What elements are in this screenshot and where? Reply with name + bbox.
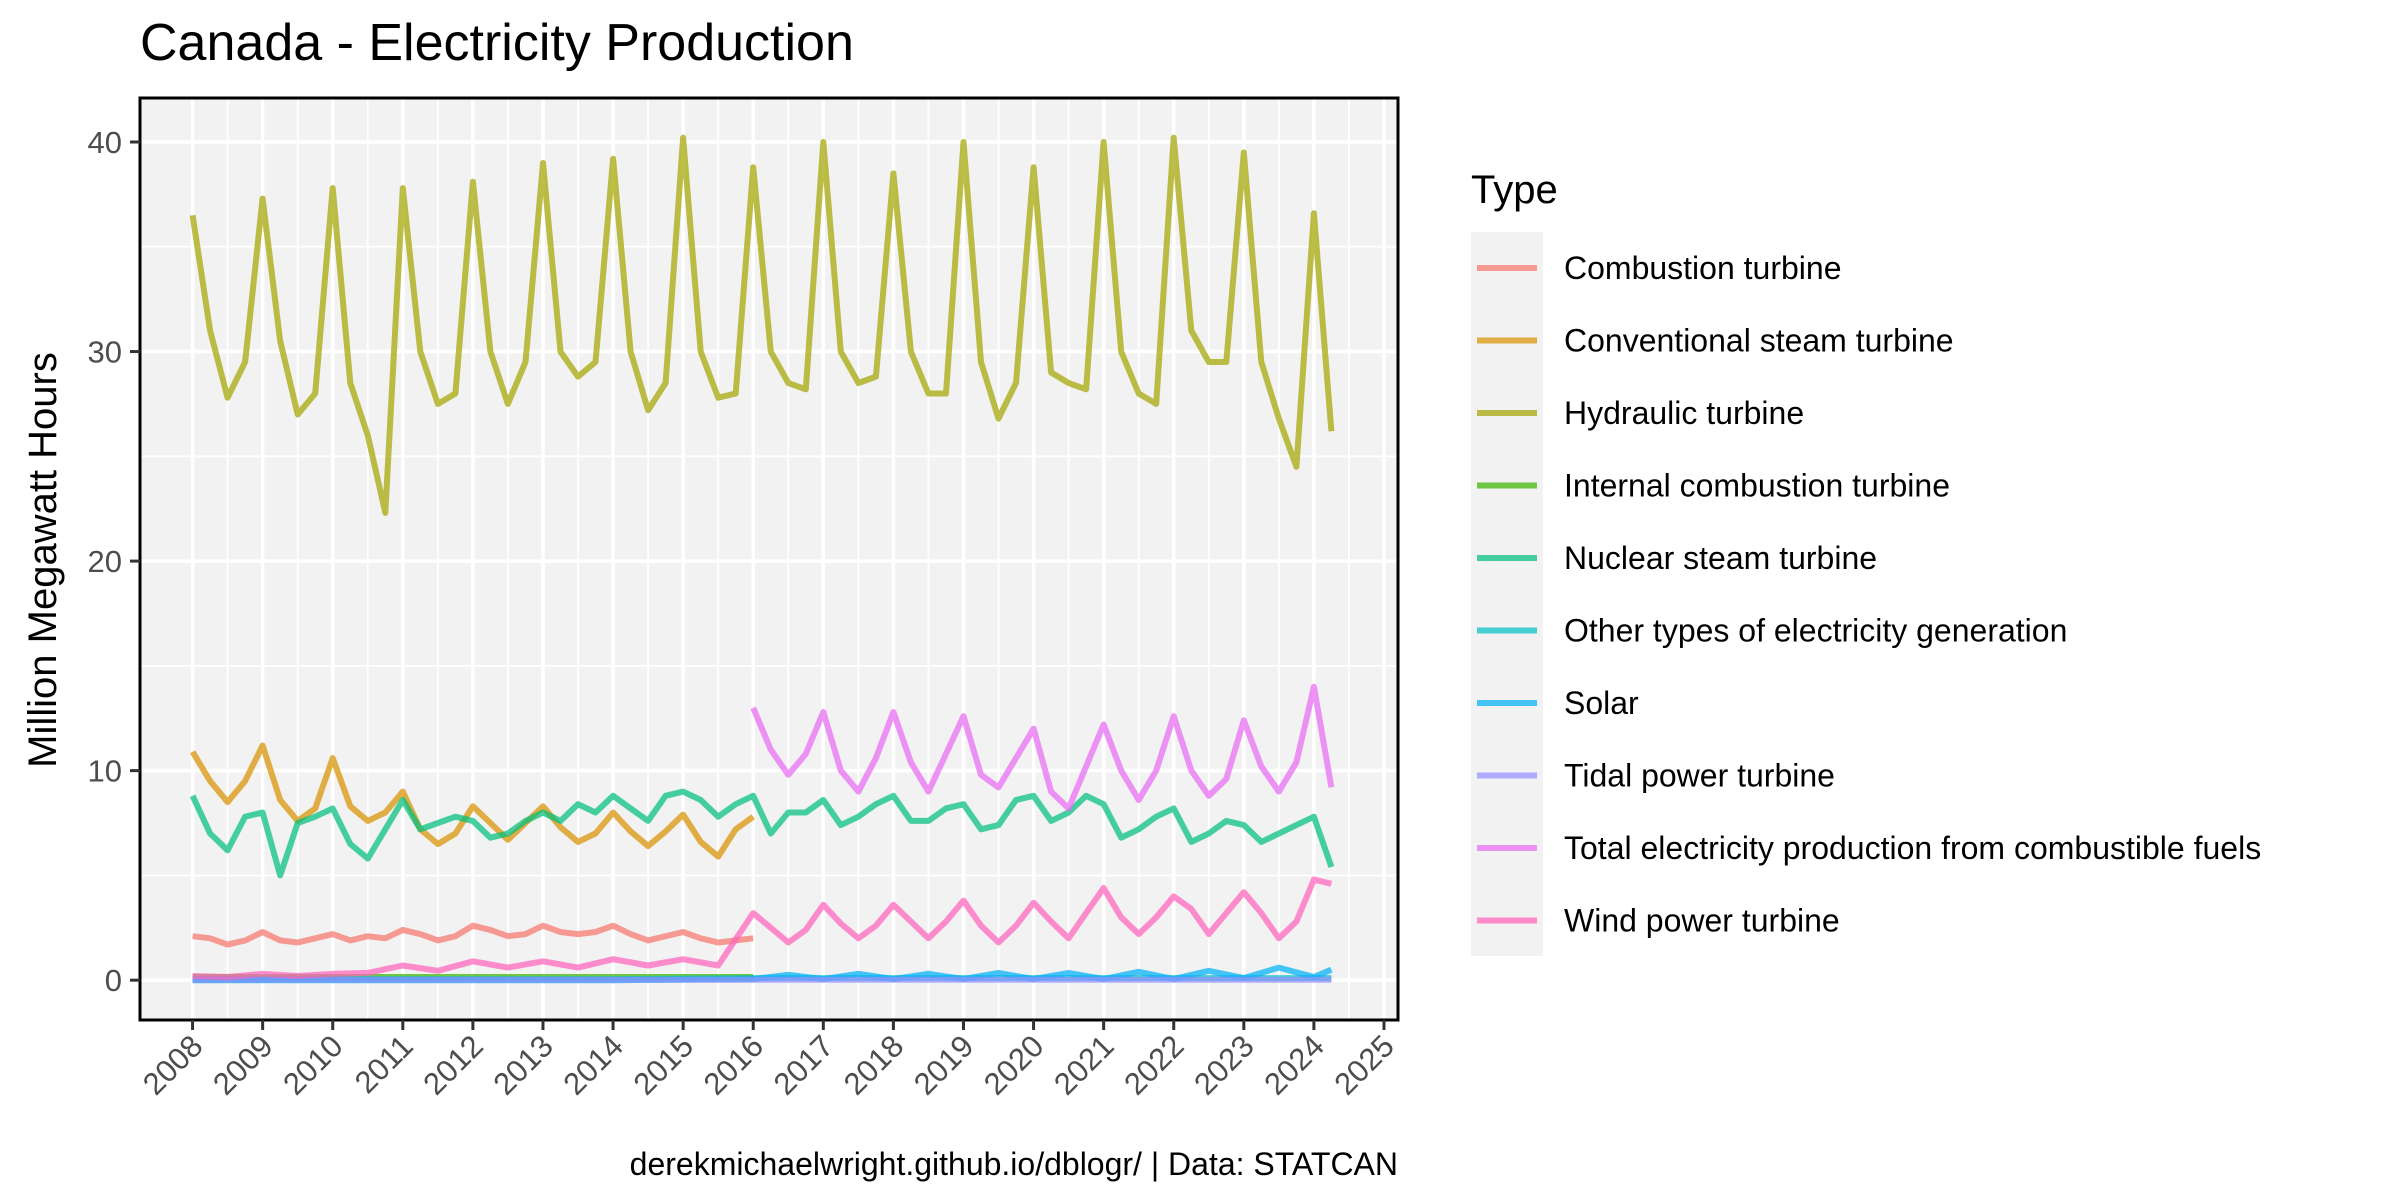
plot-panel [140, 98, 1398, 1020]
x-tick-label: 2015 [627, 1028, 701, 1102]
y-tick-label: 40 [88, 125, 122, 160]
legend-label-4: Nuclear steam turbine [1564, 540, 1877, 576]
x-tick-label: 2017 [767, 1028, 841, 1102]
grid [140, 98, 1398, 1020]
x-tick-label: 2013 [486, 1028, 560, 1102]
series-line-0 [192, 922, 754, 948]
x-tick-label: 2009 [206, 1028, 280, 1102]
series-line-2 [189, 134, 1335, 516]
x-tick-label: 2020 [977, 1028, 1051, 1102]
y-axis-title: Million Megawatt Hours [21, 352, 65, 768]
y-tick-label: 0 [105, 963, 122, 998]
x-tick-label: 2008 [136, 1028, 210, 1102]
y-tick-label: 10 [88, 754, 122, 789]
legend-label-3: Internal combustion turbine [1564, 468, 1950, 504]
legend-title: Type [1471, 168, 1558, 212]
caption: derekmichaelwright.github.io/dblogr/ | D… [630, 1146, 1398, 1182]
series-line-9 [192, 876, 1333, 980]
x-tick-label: 2024 [1257, 1028, 1331, 1102]
plot-border [138, 96, 1400, 1022]
series-line-8 [750, 683, 1335, 812]
legend-label-6: Solar [1564, 685, 1639, 721]
legend-label-2: Hydraulic turbine [1564, 395, 1804, 431]
x-tick-label: 2022 [1117, 1028, 1191, 1102]
x-axis: 2008200920102011201220132014201520162017… [136, 1020, 1401, 1102]
x-tick-label: 2023 [1187, 1028, 1261, 1102]
y-tick-label: 20 [88, 544, 122, 579]
x-tick-label: 2010 [276, 1028, 350, 1102]
series-lines [189, 134, 1335, 984]
legend: Combustion turbine Conventional steam tur… [1477, 250, 2261, 939]
x-tick-label: 2018 [837, 1028, 911, 1102]
legend-label-9: Wind power turbine [1564, 903, 1840, 939]
legend-label-7: Tidal power turbine [1564, 758, 1835, 794]
legend-label-5: Other types of electricity generation [1564, 613, 2067, 649]
x-tick-label: 2019 [907, 1028, 981, 1102]
x-tick-label: 2014 [556, 1028, 630, 1102]
legend-key-background [1471, 232, 1543, 956]
legend-label-8: Total electricity production from combus… [1564, 830, 2261, 866]
x-tick-label: 2016 [697, 1028, 771, 1102]
series-line-1 [190, 742, 755, 860]
legend-label-0: Combustion turbine [1564, 250, 1841, 286]
y-tick-label: 30 [88, 335, 122, 370]
series-line-4 [189, 788, 1335, 879]
chart-title: Canada - Electricity Production [140, 14, 854, 72]
legend-label-1: Conventional steam turbine [1564, 323, 1954, 359]
x-tick-label: 2011 [348, 1028, 420, 1100]
x-tick-label: 2021 [1047, 1028, 1121, 1102]
x-tick-label: 2012 [416, 1028, 490, 1102]
y-axis: 0 10 20 30 40 [88, 125, 140, 998]
x-tick-label: 2025 [1327, 1028, 1401, 1102]
